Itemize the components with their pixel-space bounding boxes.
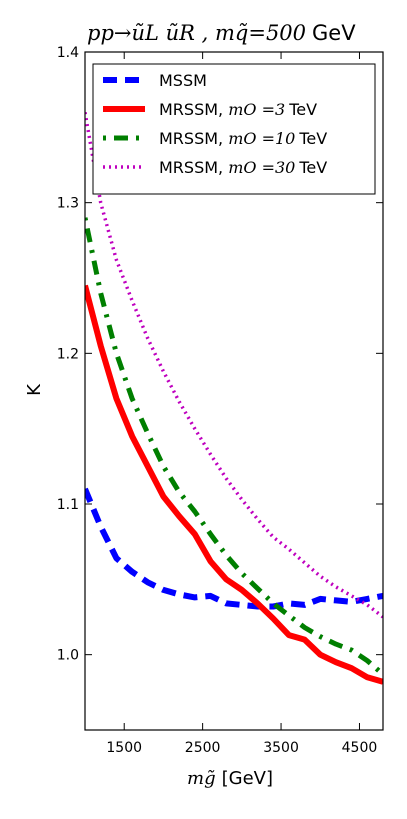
plot-frame [84, 51, 384, 731]
legend-label: MSSM [159, 71, 207, 90]
series-line-1 [85, 487, 383, 610]
y-axis-label: K [24, 383, 45, 396]
x-axis-label-unit: [GeV] [222, 768, 273, 789]
y-tick-label: 1.1 [57, 497, 79, 513]
legend-label: MRSSM, mO =3 TeV [159, 100, 317, 119]
legend-label: MRSSM, mO =10 TeV [159, 129, 327, 148]
y-tick-label: 1.3 [57, 196, 79, 212]
chart-title: pp→ũL ũR , mq̃=500 GeV [87, 21, 356, 45]
series-line-3 [85, 217, 383, 677]
legend: MSSM MRSSM, mO =3 TeV MRSSM, mO =10 TeV MRSSM… [92, 63, 376, 195]
y-tick-label: 1.4 [57, 45, 79, 61]
legend-box [92, 63, 376, 195]
x-tick-label: 1500 [106, 740, 142, 756]
y-tick-label: 1.0 [57, 648, 79, 664]
legend-label: MRSSM, mO =30 TeV [159, 158, 327, 177]
series-line-4 [85, 112, 383, 619]
x-axis-label-math: mg̃ [187, 768, 216, 789]
series-line-2 [85, 284, 383, 685]
chart-title-unit: GeV [312, 21, 356, 45]
chart-title-math: pp→ũL ũR , mq̃=500 [87, 21, 306, 45]
x-tick-label: 2500 [185, 740, 221, 756]
x-tick-label: 3500 [263, 740, 299, 756]
x-axis-label: mg̃ [GeV] [187, 768, 273, 789]
y-tick-label: 1.2 [57, 346, 79, 362]
x-tick-label: 4500 [342, 740, 378, 756]
